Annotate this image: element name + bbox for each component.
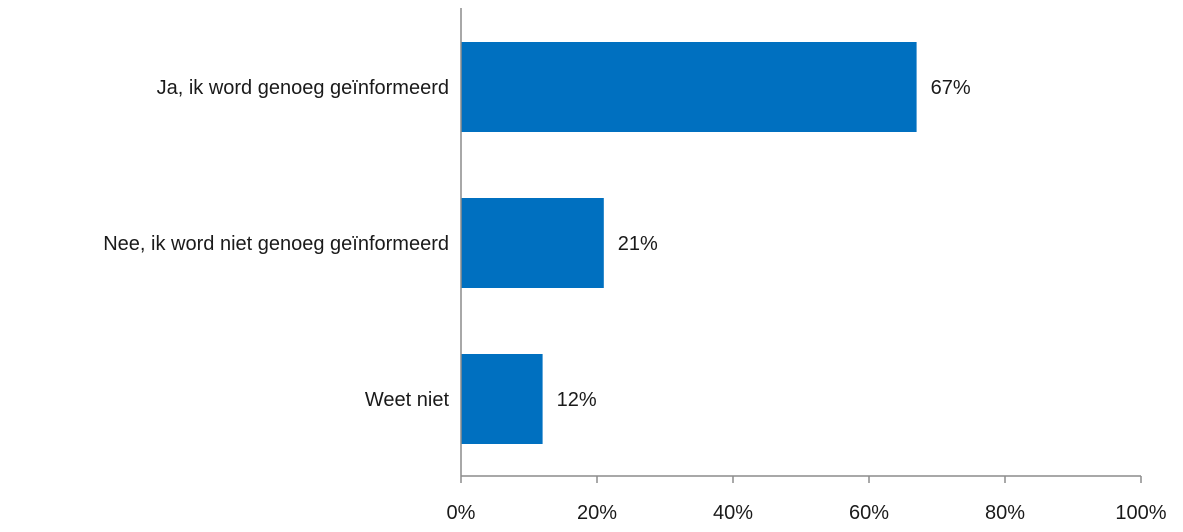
x-tick-label-4: 80% [985, 502, 1025, 524]
category-label-2: Nee, ik word niet genoeg geïnformeerd [103, 233, 449, 255]
bar-3 [461, 354, 543, 444]
axes-layer [460, 8, 1142, 483]
x-tick-label-0: 0% [447, 502, 476, 524]
bars-layer [461, 42, 917, 444]
category-label-1: Ja, ik word genoeg geïnformeerd [157, 77, 449, 99]
labels-layer: 67% Ja, ik word genoeg geïnformeerd 21% Nee… [103, 77, 1167, 524]
x-tick-label-5: 100% [1115, 502, 1166, 524]
category-label-3: Weet niet [365, 389, 450, 411]
data-label-1: 67% [931, 77, 971, 99]
x-tick-label-1: 20% [577, 502, 617, 524]
data-label-2: 21% [618, 233, 658, 255]
data-label-3: 12% [557, 389, 597, 411]
x-tick-label-2: 40% [713, 502, 753, 524]
bar-1 [461, 42, 917, 132]
x-tick-label-3: 60% [849, 502, 889, 524]
bar-2 [461, 198, 604, 288]
